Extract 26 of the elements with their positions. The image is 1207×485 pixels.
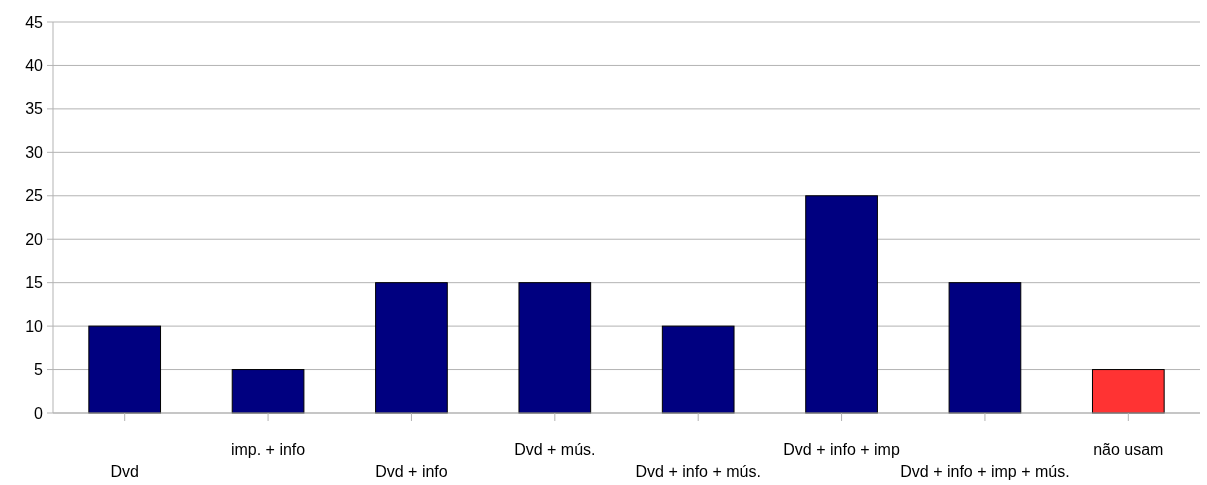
bar: [805, 195, 878, 414]
y-tick-label: 25: [25, 187, 44, 205]
y-tick-label: 45: [25, 13, 44, 31]
x-tick-label: Dvd + mús.: [514, 441, 596, 458]
bar: [948, 282, 1022, 414]
bar: [1091, 369, 1165, 414]
x-tick-label: Dvd + info + imp: [783, 441, 900, 458]
x-tick-label: Dvd + info + imp + mús.: [900, 463, 1070, 480]
bar: [88, 325, 162, 414]
y-tick-label: 15: [25, 274, 44, 292]
y-tick-label: 35: [25, 100, 44, 118]
bar: [518, 282, 592, 414]
y-tick-label: 0: [34, 404, 44, 422]
y-tick-label: 10: [25, 317, 44, 335]
y-tick-label: 40: [25, 57, 44, 75]
y-tick-label: 30: [25, 143, 44, 161]
bar: [375, 282, 448, 414]
y-tick-label: 20: [25, 230, 44, 248]
bar: [661, 325, 735, 414]
x-tick-label: imp. + info: [230, 441, 306, 458]
x-tick-label: não usam: [1093, 441, 1164, 458]
bar: [231, 369, 305, 414]
y-tick-label: 5: [34, 361, 44, 379]
x-tick-label: Dvd + info: [375, 463, 448, 480]
x-tick-label: Dvd: [110, 463, 139, 480]
x-tick-label: Dvd + info + mús.: [635, 463, 761, 480]
